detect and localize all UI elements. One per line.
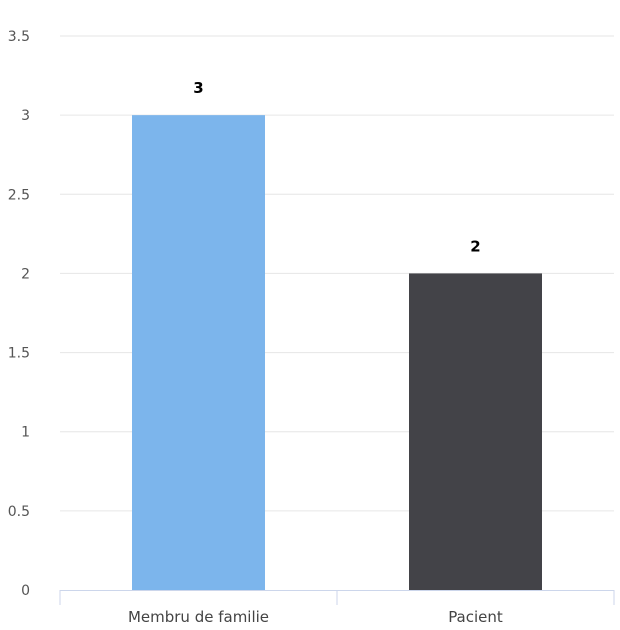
y-tick-label: 1.5	[8, 346, 30, 362]
data-labels: 32	[193, 79, 480, 255]
y-axis-tick-labels: 0 0.5 1 1.5 2 2.5 3 3.5	[8, 29, 30, 599]
x-category-label: Pacient	[448, 608, 503, 626]
y-tick-label: 1	[21, 425, 30, 441]
y-tick-label: 3	[21, 108, 30, 124]
y-tick-label: 0	[21, 583, 30, 599]
data-label: 2	[470, 237, 480, 255]
x-axis: Membru de familie Pacient	[59, 590, 615, 626]
data-label: 3	[193, 79, 203, 97]
y-tick-label: 2.5	[8, 187, 30, 203]
bar[interactable]	[409, 273, 542, 590]
bar[interactable]	[132, 115, 265, 591]
y-tick-label: 2	[21, 266, 30, 282]
y-tick-label: 3.5	[8, 29, 30, 45]
bars	[132, 115, 542, 591]
x-category-label: Membru de familie	[128, 608, 269, 626]
y-tick-label: 0.5	[8, 504, 30, 520]
